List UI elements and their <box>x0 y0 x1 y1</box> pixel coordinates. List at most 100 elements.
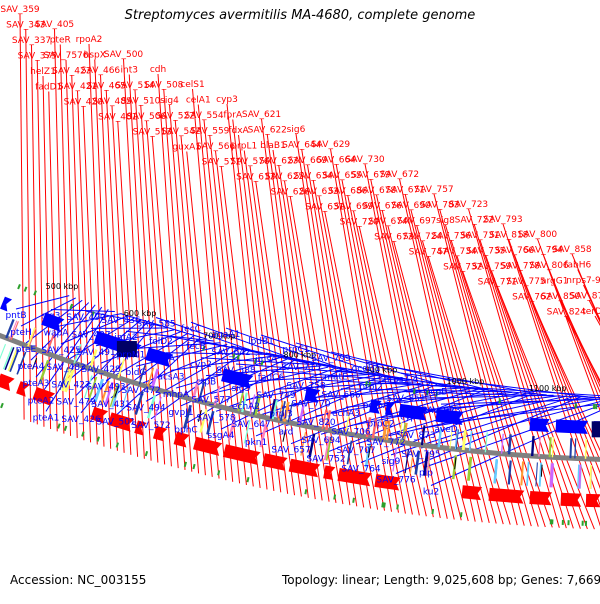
reverse-gene-label: ribA <box>157 355 176 365</box>
forward-gene-label: SAV_672 <box>380 170 419 180</box>
forward-gene-label: sig6 <box>287 125 306 135</box>
reverse-gene-label: SAV_491 <box>76 348 115 358</box>
rna-tick <box>382 502 383 507</box>
accession-label: Accession: NC_003155 <box>10 573 146 587</box>
reverse-gene-label: aveD <box>434 425 457 435</box>
feature-stripe <box>509 434 511 454</box>
rna-tick <box>218 470 219 475</box>
reverse-gene-label: SAV_706 <box>331 428 371 438</box>
reverse-gene-label: SAV_588 <box>216 366 256 376</box>
scale-label: 1000 kbp <box>447 377 485 386</box>
forward-gene-label: rpoA2 <box>76 35 103 45</box>
forward-label-line <box>434 194 517 525</box>
forward-gene-label: pteR <box>50 36 71 46</box>
reverse-gene-label: prpJ3 <box>269 409 293 419</box>
reverse-gene-label: acsA3 <box>157 372 184 382</box>
reverse-gene-label: SAV_758 <box>286 381 326 391</box>
forward-gene-label: SAV_554 <box>184 111 224 121</box>
forward-gene-label: cdh <box>150 65 166 75</box>
reverse-gene-label: fadC6 <box>258 373 285 383</box>
forward-gene-label: SAV_621 <box>242 110 281 120</box>
feature-stripe <box>575 438 576 458</box>
reverse-gene-label: echA2 <box>232 402 260 412</box>
reverse-gene-label: cyp2 <box>190 360 212 370</box>
reverse-gene-label: SAV_490 <box>66 313 106 323</box>
rna-tick <box>432 509 433 514</box>
rna-tick <box>461 512 462 517</box>
forward-gene-label: int3 <box>121 66 138 76</box>
feature-stripe <box>586 439 587 459</box>
feature-stripe <box>502 434 504 454</box>
forward-label-line <box>584 285 600 529</box>
feature-stripe <box>551 463 552 487</box>
reverse-gene-label: bldG <box>126 368 147 378</box>
forward-gene-label: SAV_730 <box>345 155 385 165</box>
forward-gene-label: SAV_559 <box>190 127 230 137</box>
rna-tick <box>1 403 3 408</box>
reverse-gene <box>0 297 12 312</box>
reverse-gene-label: SAV_776 <box>376 475 416 485</box>
forward-label-line <box>377 195 448 519</box>
forward-gene <box>262 453 288 471</box>
reverse-gene-label: SAV_483 <box>46 363 85 373</box>
reverse-gene-label: infA2 <box>114 333 137 343</box>
rna-tick <box>193 464 194 469</box>
feature-stripe <box>527 462 529 486</box>
reverse-gene-label: SAV_666 <box>321 391 361 401</box>
reverse-gene-label: matE <box>324 372 348 382</box>
forward-gene-label: SAV_337 <box>12 36 51 46</box>
forward-gene-label: SAV_622 <box>248 126 287 136</box>
reverse-gene-label: echA3 <box>332 409 360 419</box>
reverse-gene <box>529 418 549 432</box>
scale-label: 500 kbp <box>46 282 79 291</box>
forward-gene-label: cyp3 <box>216 95 238 105</box>
reverse-gene-label: gcdH1 <box>352 364 381 374</box>
reverse-gene-label: SAV_752 <box>306 455 345 465</box>
reverse-gene-label: SAV_578 <box>196 413 236 423</box>
reverse-gene-label: SAV_715 <box>281 363 320 373</box>
reverse-gene-label: fecB <box>186 342 206 352</box>
reverse-gene-label: wapA <box>44 329 70 339</box>
forward-gene <box>529 491 552 505</box>
reverse-gene-label: SAV_572 <box>131 421 170 431</box>
reverse-gene-label: cyp4 <box>400 413 422 423</box>
forward-gene-label: SAV_566 <box>196 142 236 152</box>
reverse-gene-label: SAV_493 <box>86 383 125 393</box>
forward-gene-label: SAV_466 <box>81 66 121 76</box>
reverse-gene-label: SAV_428 <box>81 365 121 375</box>
rna-tick <box>18 284 20 289</box>
forward-gene-label: SAV_629 <box>311 140 351 150</box>
forward-gene-label: fabH6 <box>564 261 591 271</box>
feature-stripe <box>590 465 591 489</box>
reverse-gene-label: pcpB <box>425 387 448 397</box>
feature-stripe <box>0 344 6 366</box>
forward-gene-label: prpL1 <box>231 142 257 152</box>
forward-gene-label: argG1 <box>541 277 568 287</box>
rna-tick <box>65 426 67 431</box>
forward-gene-label: SAV_824 <box>547 308 587 318</box>
forward-gene-label: SAV_806 <box>529 261 569 271</box>
reverse-gene-label: SAV_426 <box>61 415 101 425</box>
feature-stripe <box>521 461 523 485</box>
reverse-gene-label: SAV_657 <box>271 446 310 456</box>
reverse-gene-label: SAV_479 <box>56 398 96 408</box>
reverse-gene <box>555 419 588 433</box>
genome-title: Streptomyces avermitilis MA-4680, comple… <box>0 8 600 23</box>
reverse-gene-label: SAV_425 <box>41 346 80 356</box>
reverse-gene-label: lpdB1 <box>248 337 274 347</box>
reverse-gene-label: SAV_642 <box>211 348 250 358</box>
feature-stripe <box>580 465 581 489</box>
feature-stripe <box>470 431 472 451</box>
genome-summary: Topology: linear; Length: 9,025,608 bp; … <box>282 573 600 587</box>
reverse-gene-label: SAV_501 <box>96 417 135 427</box>
forward-gene-label: celA1 <box>186 96 211 106</box>
rna-tick <box>185 462 186 467</box>
reverse-gene-label: SAV_820 <box>296 418 336 428</box>
reverse-gene-label: sig9 <box>382 457 401 467</box>
forward-gene-label: SAV_858 <box>552 245 592 255</box>
forward-gene-label: SAV_697 <box>397 217 436 227</box>
reverse-gene-label: sig5 <box>232 384 251 394</box>
reverse-gene-label: ssgA4 <box>208 431 235 441</box>
